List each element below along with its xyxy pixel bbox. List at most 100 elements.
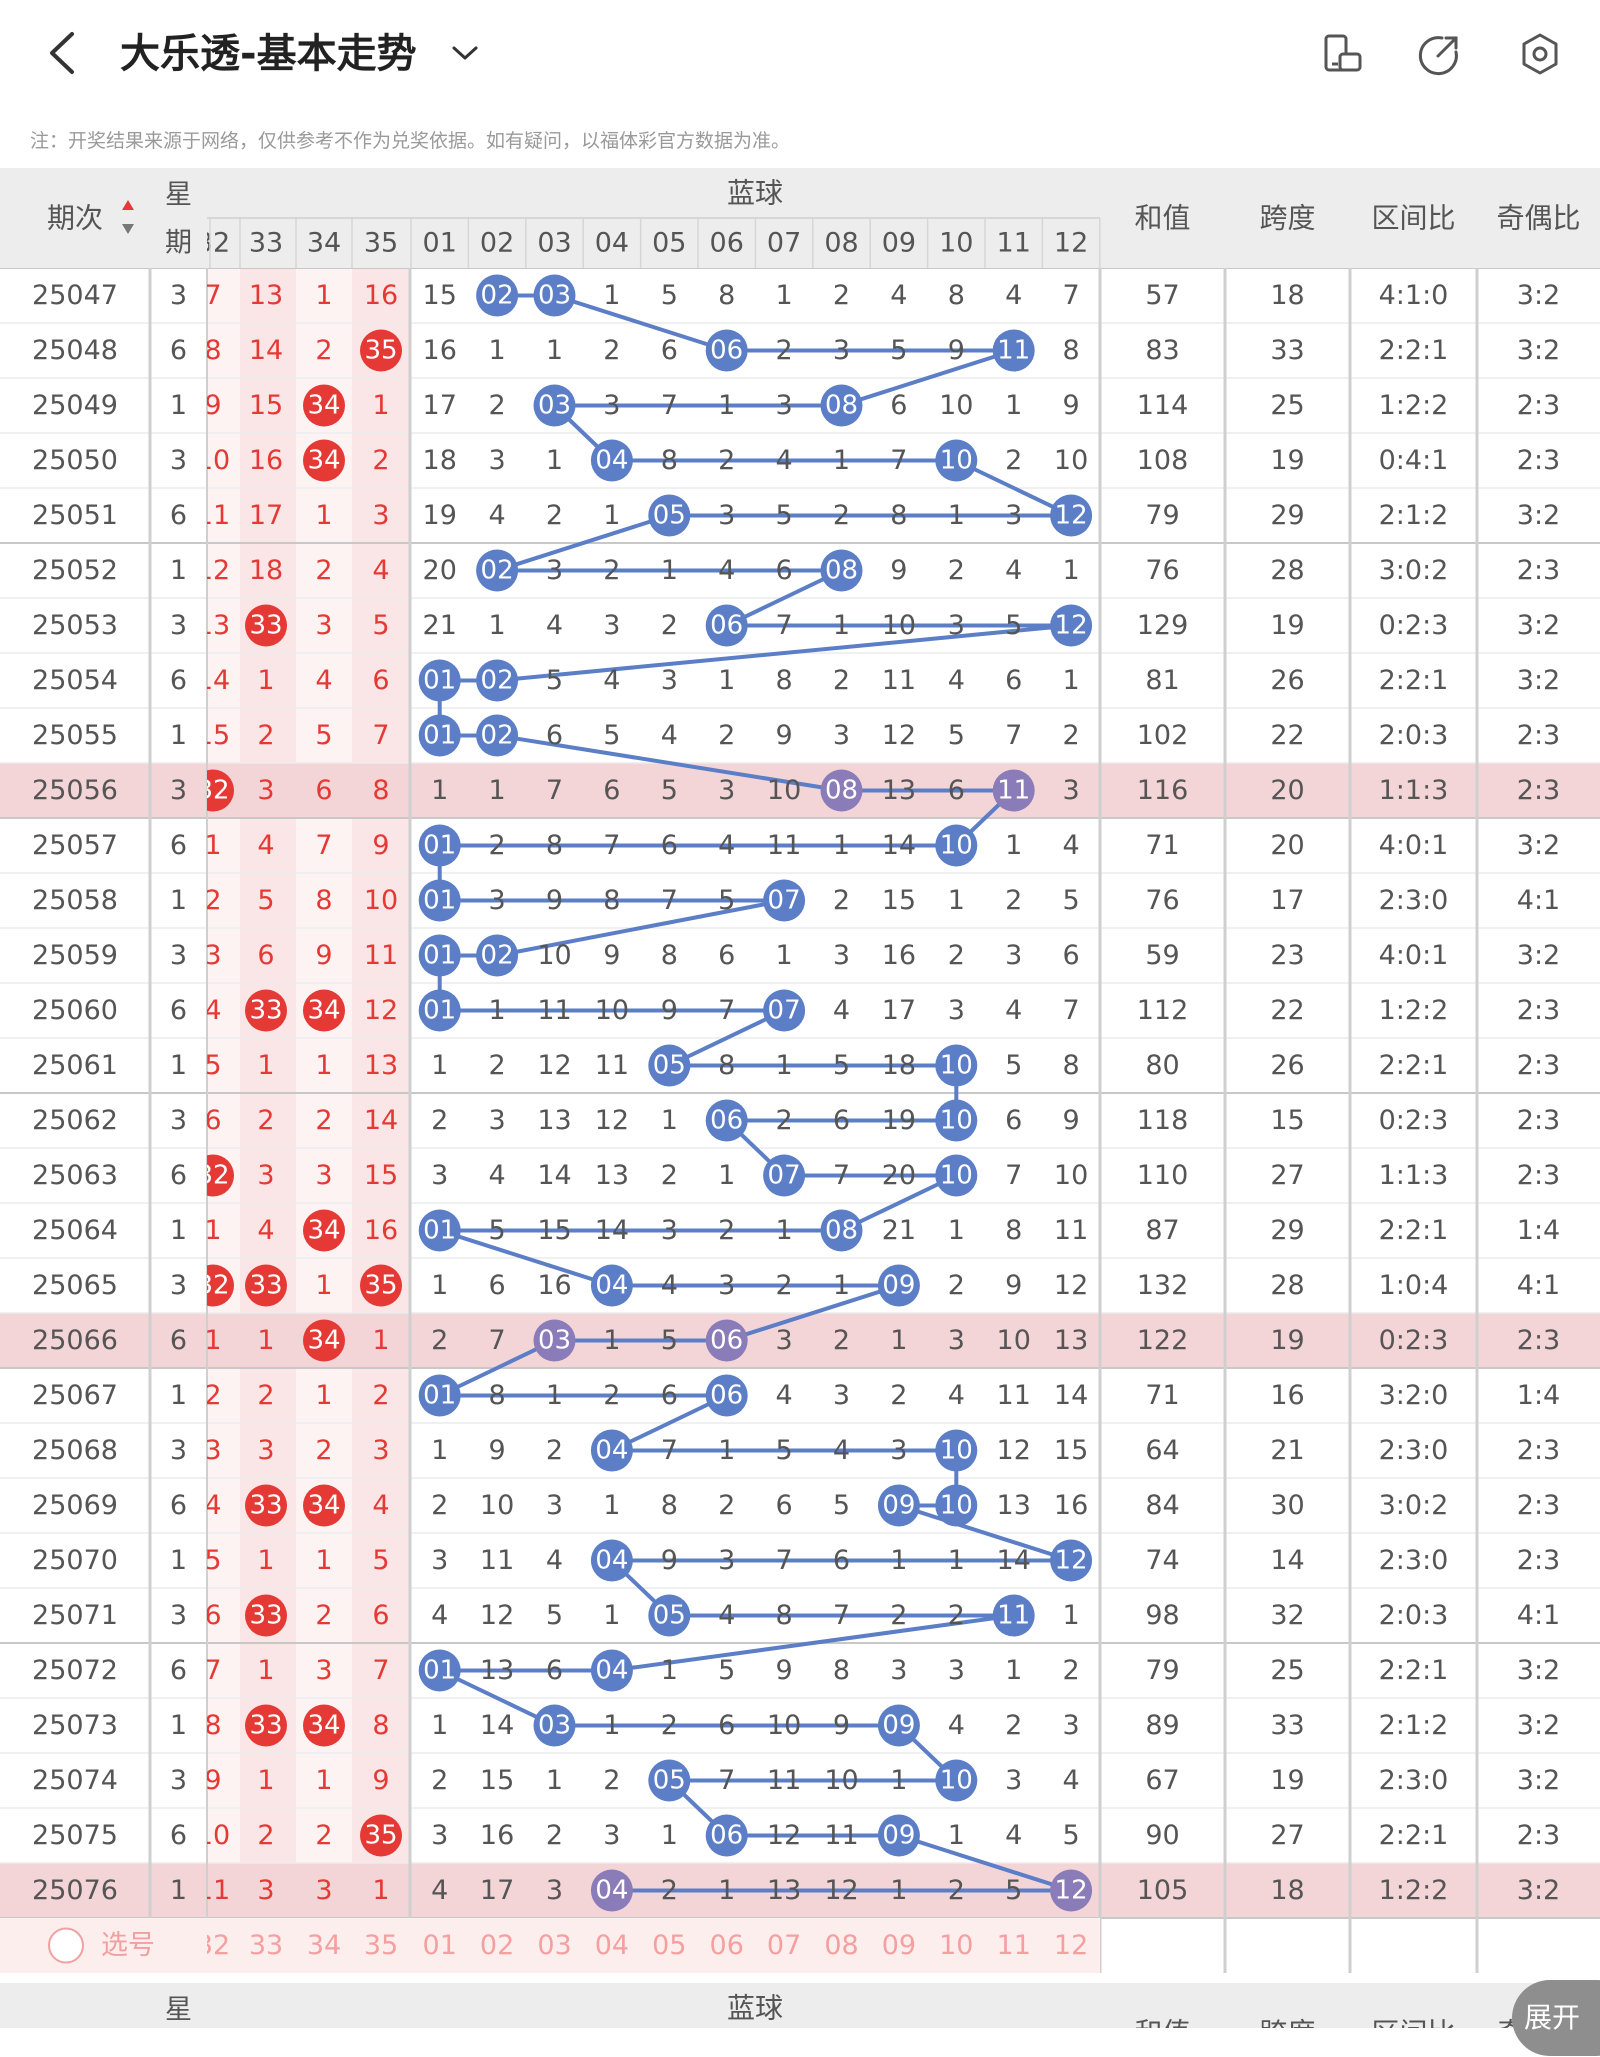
front-miss-value: 7 xyxy=(204,1655,221,1686)
blue-miss-value: 12 xyxy=(595,1105,629,1136)
blue-ball xyxy=(763,879,806,922)
blue-ball xyxy=(1050,1539,1093,1582)
highlight-row-bg xyxy=(0,1313,1600,1368)
select-front-number[interactable]: 35 xyxy=(364,1930,398,1961)
red-ball xyxy=(360,1814,402,1857)
blue-miss-value: 14 xyxy=(997,1545,1031,1576)
blue-miss-value: 2 xyxy=(1063,720,1080,751)
zone-ratio-cell: 2:3:0 xyxy=(1379,885,1449,916)
select-front-number[interactable]: 32 xyxy=(196,1930,230,1961)
share-icon[interactable] xyxy=(1418,32,1462,76)
select-blue-number[interactable]: 09 xyxy=(882,1930,916,1961)
blue-ball-number: 04 xyxy=(595,1546,628,1576)
zone-ratio-cell: 2:0:3 xyxy=(1379,720,1449,751)
select-blue-number[interactable]: 10 xyxy=(939,1930,973,1961)
blue-ball-number: 01 xyxy=(423,666,456,696)
weekday-cell: 6 xyxy=(170,995,187,1026)
blue-miss-value: 3 xyxy=(718,775,735,806)
select-blue-number[interactable]: 06 xyxy=(710,1930,744,1961)
blue-ball xyxy=(877,1814,920,1857)
blue-ball-number: 11 xyxy=(997,1601,1030,1631)
span-cell: 33 xyxy=(1270,335,1304,366)
chevron-down-icon[interactable] xyxy=(450,30,480,84)
front-miss-value: 9 xyxy=(315,940,332,971)
rotate-screen-icon[interactable] xyxy=(1320,32,1364,76)
blue-ball-number: 08 xyxy=(825,1216,858,1246)
span-cell: 17 xyxy=(1270,885,1304,916)
select-blue-number[interactable]: 05 xyxy=(652,1930,686,1961)
odd-even-cell: 2:3 xyxy=(1517,445,1560,476)
select-front-number[interactable]: 34 xyxy=(307,1930,341,1961)
front-miss-value: 4 xyxy=(257,1215,274,1246)
header-blue-col: 05 xyxy=(652,228,686,259)
page-title[interactable]: 大乐透-基本走势 xyxy=(120,31,417,77)
blue-ball xyxy=(418,1649,461,1692)
blue-miss-value: 1 xyxy=(948,1215,965,1246)
odd-even-cell: 2:3 xyxy=(1517,1435,1560,1466)
blue-miss-value: 1 xyxy=(603,500,620,531)
select-blue-number[interactable]: 08 xyxy=(824,1930,858,1961)
blue-ball-number: 06 xyxy=(710,336,743,366)
blue-miss-value: 7 xyxy=(1005,1160,1022,1191)
header-front-col: 34 xyxy=(307,228,341,259)
weekday-cell: 1 xyxy=(170,1875,187,1906)
back-arrow-icon[interactable] xyxy=(40,22,86,84)
weekday-cell: 3 xyxy=(170,1600,187,1631)
zone-ratio-cell: 2:2:1 xyxy=(1379,1655,1449,1686)
select-blue-number[interactable]: 01 xyxy=(423,1930,457,1961)
front-miss-value: 3 xyxy=(204,940,221,971)
front-miss-value: 1 xyxy=(315,1380,332,1411)
blue-miss-value: 9 xyxy=(1063,1105,1080,1136)
select-blue-number[interactable]: 07 xyxy=(767,1930,801,1961)
blue-miss-value: 4 xyxy=(431,1600,448,1631)
blue-miss-value: 19 xyxy=(882,1105,916,1136)
zone-ratio-cell: 4:0:1 xyxy=(1379,830,1449,861)
blue-ball-number: 11 xyxy=(997,336,1030,366)
select-blue-number[interactable]: 02 xyxy=(480,1930,514,1961)
trend-line xyxy=(437,293,1074,1893)
blue-miss-value: 3 xyxy=(1005,1765,1022,1796)
blue-ball xyxy=(820,384,863,427)
blue-ball-number: 01 xyxy=(423,831,456,861)
blue-ball xyxy=(820,769,863,812)
front-miss-value: 16 xyxy=(364,280,398,311)
zone-ratio-cell: 1:0:4 xyxy=(1379,1270,1449,1301)
blue-miss-value: 3 xyxy=(603,390,620,421)
weekday-cell: 1 xyxy=(170,1710,187,1741)
span-cell: 22 xyxy=(1270,995,1304,1026)
blue-ball xyxy=(476,934,519,977)
period-cell: 25047 xyxy=(32,280,118,311)
select-label[interactable]: 选号 xyxy=(101,1930,155,1961)
weekday-cell: 1 xyxy=(170,1050,187,1081)
blue-miss-value: 1 xyxy=(546,1765,563,1796)
blue-miss-value: 6 xyxy=(948,775,965,806)
blue-miss-value: 3 xyxy=(776,1325,793,1356)
select-front-number[interactable]: 33 xyxy=(249,1930,283,1961)
sum-cell: 83 xyxy=(1145,335,1179,366)
select-blue-number[interactable]: 04 xyxy=(595,1930,629,1961)
blue-ball xyxy=(418,934,461,977)
select-blue-number[interactable]: 12 xyxy=(1054,1930,1088,1961)
front-miss-value: 1 xyxy=(204,830,221,861)
blue-miss-value: 1 xyxy=(718,1160,735,1191)
settings-icon[interactable] xyxy=(1518,32,1562,76)
select-blue-number[interactable]: 03 xyxy=(537,1930,571,1961)
front-miss-value: 11 xyxy=(364,940,398,971)
header-period: - xyxy=(70,2017,80,2029)
blue-miss-value: 2 xyxy=(890,1600,907,1631)
blue-miss-value: 5 xyxy=(1005,610,1022,641)
blue-miss-value: 4 xyxy=(1063,830,1080,861)
period-cell: 25056 xyxy=(32,775,118,806)
odd-even-cell: 1:4 xyxy=(1517,1380,1560,1411)
red-ball-number: 35 xyxy=(364,1821,397,1851)
expand-button[interactable]: 展开 xyxy=(1512,1980,1600,2056)
period-cell: 25074 xyxy=(32,1765,118,1796)
front-miss-value: 13 xyxy=(364,1050,398,1081)
blue-miss-value: 11 xyxy=(767,1765,801,1796)
period-cell: 25069 xyxy=(32,1490,118,1521)
select-radio-icon[interactable] xyxy=(48,1927,84,1964)
blue-miss-value: 2 xyxy=(948,1270,965,1301)
blue-miss-value: 3 xyxy=(948,610,965,641)
select-blue-number[interactable]: 11 xyxy=(997,1930,1031,1961)
blue-miss-value: 12 xyxy=(537,1050,571,1081)
